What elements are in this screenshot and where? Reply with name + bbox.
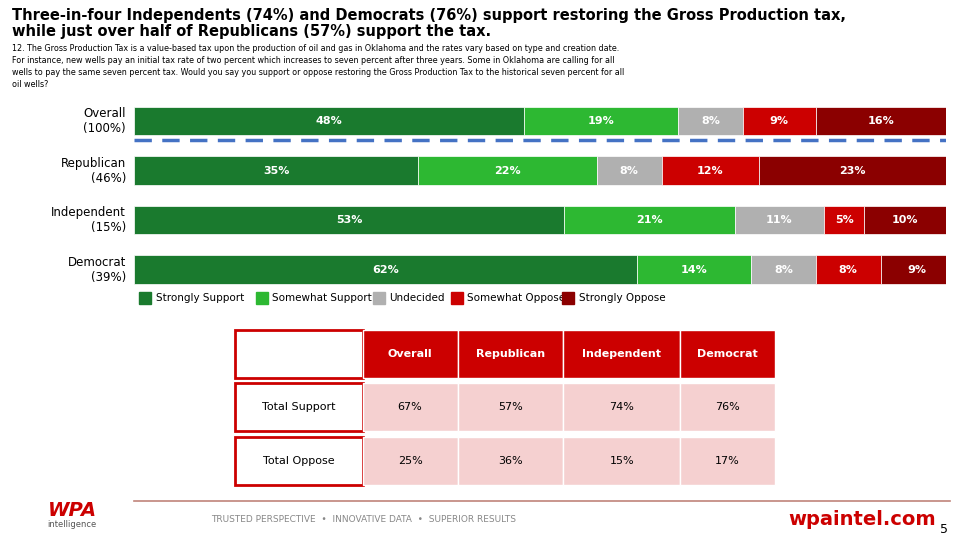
FancyBboxPatch shape: [235, 383, 363, 431]
Text: 14%: 14%: [681, 265, 708, 274]
Text: 11%: 11%: [766, 215, 793, 225]
Text: 57%: 57%: [498, 402, 523, 412]
Text: 23%: 23%: [839, 166, 866, 176]
Text: intelligence: intelligence: [47, 521, 97, 529]
FancyBboxPatch shape: [235, 330, 363, 377]
Text: 12. The Gross Production Tax is a value-based tax upon the production of oil and: 12. The Gross Production Tax is a value-…: [12, 44, 624, 89]
Text: 5: 5: [940, 523, 948, 536]
Bar: [864, 206, 946, 234]
Text: Independent: Independent: [582, 349, 661, 359]
Bar: [816, 107, 946, 136]
Text: 67%: 67%: [397, 402, 422, 412]
Text: 9%: 9%: [908, 265, 926, 274]
Bar: [734, 206, 824, 234]
Text: Republican: Republican: [476, 349, 545, 359]
Text: 12%: 12%: [697, 166, 724, 176]
Text: 5%: 5%: [835, 215, 853, 225]
Text: Strongly Support: Strongly Support: [156, 293, 244, 303]
Text: 53%: 53%: [336, 215, 363, 225]
FancyBboxPatch shape: [564, 330, 680, 377]
Text: 9%: 9%: [770, 116, 789, 126]
Bar: [134, 206, 564, 234]
Text: Total Support: Total Support: [262, 402, 336, 412]
Bar: [661, 156, 759, 185]
Text: Somewhat Oppose: Somewhat Oppose: [468, 293, 565, 303]
Text: 15%: 15%: [610, 456, 634, 466]
Text: 8%: 8%: [620, 166, 638, 176]
Text: Undecided: Undecided: [390, 293, 444, 303]
Bar: [880, 255, 953, 284]
Text: 17%: 17%: [715, 456, 740, 466]
Text: 21%: 21%: [636, 215, 662, 225]
Bar: [134, 156, 419, 185]
Text: WPA: WPA: [47, 501, 97, 520]
Text: 62%: 62%: [372, 265, 399, 274]
Text: Overall: Overall: [388, 349, 432, 359]
Bar: [134, 255, 637, 284]
Text: while just over half of Republicans (57%) support the tax.: while just over half of Republicans (57%…: [12, 24, 491, 39]
Text: Somewhat Support: Somewhat Support: [273, 293, 372, 303]
Text: 8%: 8%: [701, 116, 720, 126]
Bar: [759, 156, 946, 185]
Text: 16%: 16%: [867, 116, 894, 126]
Text: 8%: 8%: [839, 265, 857, 274]
Text: Strongly Oppose: Strongly Oppose: [579, 293, 665, 303]
Bar: [743, 107, 816, 136]
Text: wpaintel.com: wpaintel.com: [788, 510, 936, 529]
FancyBboxPatch shape: [564, 437, 680, 485]
Text: 48%: 48%: [316, 116, 343, 126]
FancyBboxPatch shape: [235, 437, 363, 485]
FancyBboxPatch shape: [363, 383, 458, 431]
FancyBboxPatch shape: [458, 330, 564, 377]
FancyBboxPatch shape: [680, 383, 775, 431]
Bar: [564, 206, 734, 234]
Bar: [751, 255, 816, 284]
Text: 8%: 8%: [774, 265, 793, 274]
Bar: [824, 206, 864, 234]
Text: 19%: 19%: [588, 116, 614, 126]
FancyBboxPatch shape: [680, 330, 775, 377]
FancyBboxPatch shape: [564, 383, 680, 431]
Bar: [816, 255, 880, 284]
FancyBboxPatch shape: [363, 437, 458, 485]
Bar: [524, 107, 678, 136]
Bar: [597, 156, 661, 185]
Bar: [134, 107, 524, 136]
FancyBboxPatch shape: [458, 437, 564, 485]
Text: 74%: 74%: [610, 402, 635, 412]
Text: TRUSTED PERSPECTIVE  •  INNOVATIVE DATA  •  SUPERIOR RESULTS: TRUSTED PERSPECTIVE • INNOVATIVE DATA • …: [211, 515, 516, 524]
Text: Democrat: Democrat: [697, 349, 757, 359]
Bar: [678, 107, 743, 136]
Text: Three-in-four Independents (74%) and Democrats (76%) support restoring the Gross: Three-in-four Independents (74%) and Dem…: [12, 8, 846, 23]
FancyBboxPatch shape: [458, 383, 564, 431]
Text: 36%: 36%: [498, 456, 523, 466]
FancyBboxPatch shape: [363, 330, 458, 377]
Text: 76%: 76%: [715, 402, 740, 412]
Text: Total Oppose: Total Oppose: [263, 456, 335, 466]
Text: 25%: 25%: [397, 456, 422, 466]
Bar: [637, 255, 751, 284]
FancyBboxPatch shape: [680, 437, 775, 485]
Text: 22%: 22%: [494, 166, 521, 176]
Text: 10%: 10%: [892, 215, 919, 225]
Text: 35%: 35%: [263, 166, 290, 176]
Bar: [419, 156, 597, 185]
